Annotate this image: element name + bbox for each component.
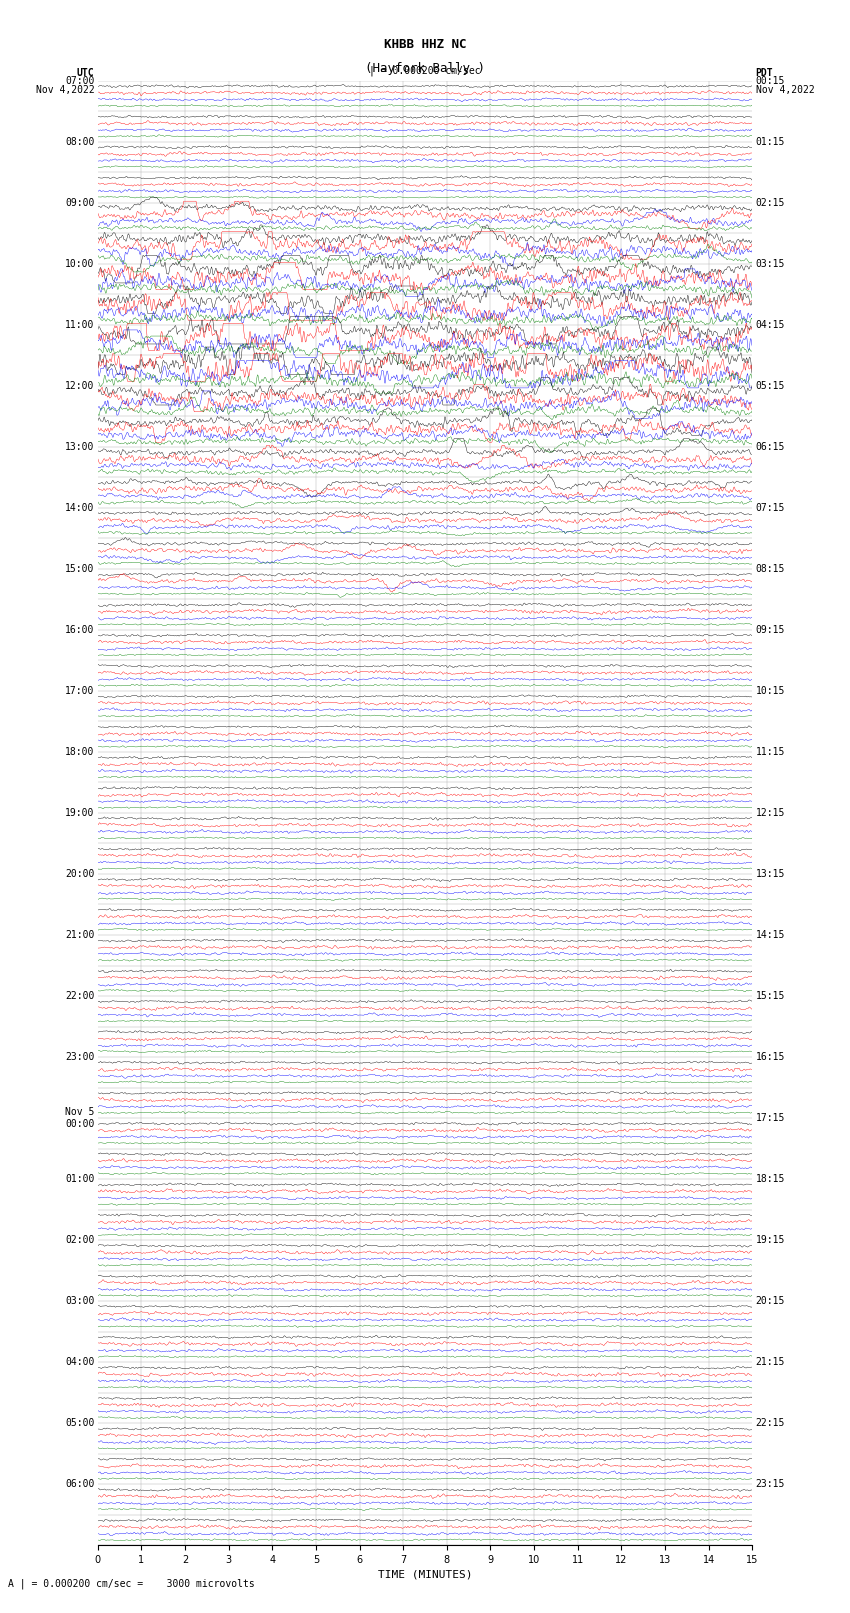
Text: 19:00: 19:00 [65, 808, 94, 818]
Text: 02:00: 02:00 [65, 1236, 94, 1245]
Text: 15:00: 15:00 [65, 565, 94, 574]
Text: | = 0.000200 cm/sec: | = 0.000200 cm/sec [369, 66, 481, 76]
Text: 22:15: 22:15 [756, 1418, 785, 1428]
Text: 08:15: 08:15 [756, 565, 785, 574]
Text: PDT: PDT [756, 68, 774, 77]
Text: 23:00: 23:00 [65, 1052, 94, 1061]
Text: 17:15: 17:15 [756, 1113, 785, 1123]
Text: UTC: UTC [76, 68, 94, 77]
Text: 09:15: 09:15 [756, 624, 785, 636]
Text: 11:00: 11:00 [65, 319, 94, 329]
Text: 11:15: 11:15 [756, 747, 785, 756]
Text: 06:15: 06:15 [756, 442, 785, 452]
Text: 18:15: 18:15 [756, 1174, 785, 1184]
Text: 02:15: 02:15 [756, 198, 785, 208]
Text: 10:15: 10:15 [756, 686, 785, 695]
Text: 19:15: 19:15 [756, 1236, 785, 1245]
Text: 21:00: 21:00 [65, 931, 94, 940]
Text: Nov 4,2022: Nov 4,2022 [36, 85, 94, 95]
X-axis label: TIME (MINUTES): TIME (MINUTES) [377, 1569, 473, 1579]
Text: 20:00: 20:00 [65, 869, 94, 879]
Text: 18:00: 18:00 [65, 747, 94, 756]
Text: 15:15: 15:15 [756, 990, 785, 1002]
Text: 16:15: 16:15 [756, 1052, 785, 1061]
Text: 07:15: 07:15 [756, 503, 785, 513]
Text: 03:00: 03:00 [65, 1297, 94, 1307]
Text: 12:00: 12:00 [65, 381, 94, 390]
Text: 14:15: 14:15 [756, 931, 785, 940]
Text: 01:00: 01:00 [65, 1174, 94, 1184]
Text: 04:00: 04:00 [65, 1357, 94, 1368]
Text: Nov 5
00:00: Nov 5 00:00 [65, 1107, 94, 1129]
Text: 03:15: 03:15 [756, 258, 785, 269]
Text: 05:00: 05:00 [65, 1418, 94, 1428]
Text: 05:15: 05:15 [756, 381, 785, 390]
Text: 14:00: 14:00 [65, 503, 94, 513]
Text: 09:00: 09:00 [65, 198, 94, 208]
Text: 12:15: 12:15 [756, 808, 785, 818]
Text: 22:00: 22:00 [65, 990, 94, 1002]
Text: 21:15: 21:15 [756, 1357, 785, 1368]
Text: 13:00: 13:00 [65, 442, 94, 452]
Text: 00:15: 00:15 [756, 76, 785, 85]
Text: 20:15: 20:15 [756, 1297, 785, 1307]
Text: Nov 4,2022: Nov 4,2022 [756, 85, 814, 95]
Text: 16:00: 16:00 [65, 624, 94, 636]
Text: 10:00: 10:00 [65, 258, 94, 269]
Text: 13:15: 13:15 [756, 869, 785, 879]
Text: A | = 0.000200 cm/sec =    3000 microvolts: A | = 0.000200 cm/sec = 3000 microvolts [8, 1579, 255, 1589]
Text: 04:15: 04:15 [756, 319, 785, 329]
Text: 06:00: 06:00 [65, 1479, 94, 1489]
Text: 08:00: 08:00 [65, 137, 94, 147]
Text: 17:00: 17:00 [65, 686, 94, 695]
Text: 01:15: 01:15 [756, 137, 785, 147]
Text: 07:00: 07:00 [65, 76, 94, 85]
Text: KHBB HHZ NC: KHBB HHZ NC [383, 37, 467, 50]
Text: (Hayfork Bally ): (Hayfork Bally ) [365, 63, 485, 76]
Text: 23:15: 23:15 [756, 1479, 785, 1489]
